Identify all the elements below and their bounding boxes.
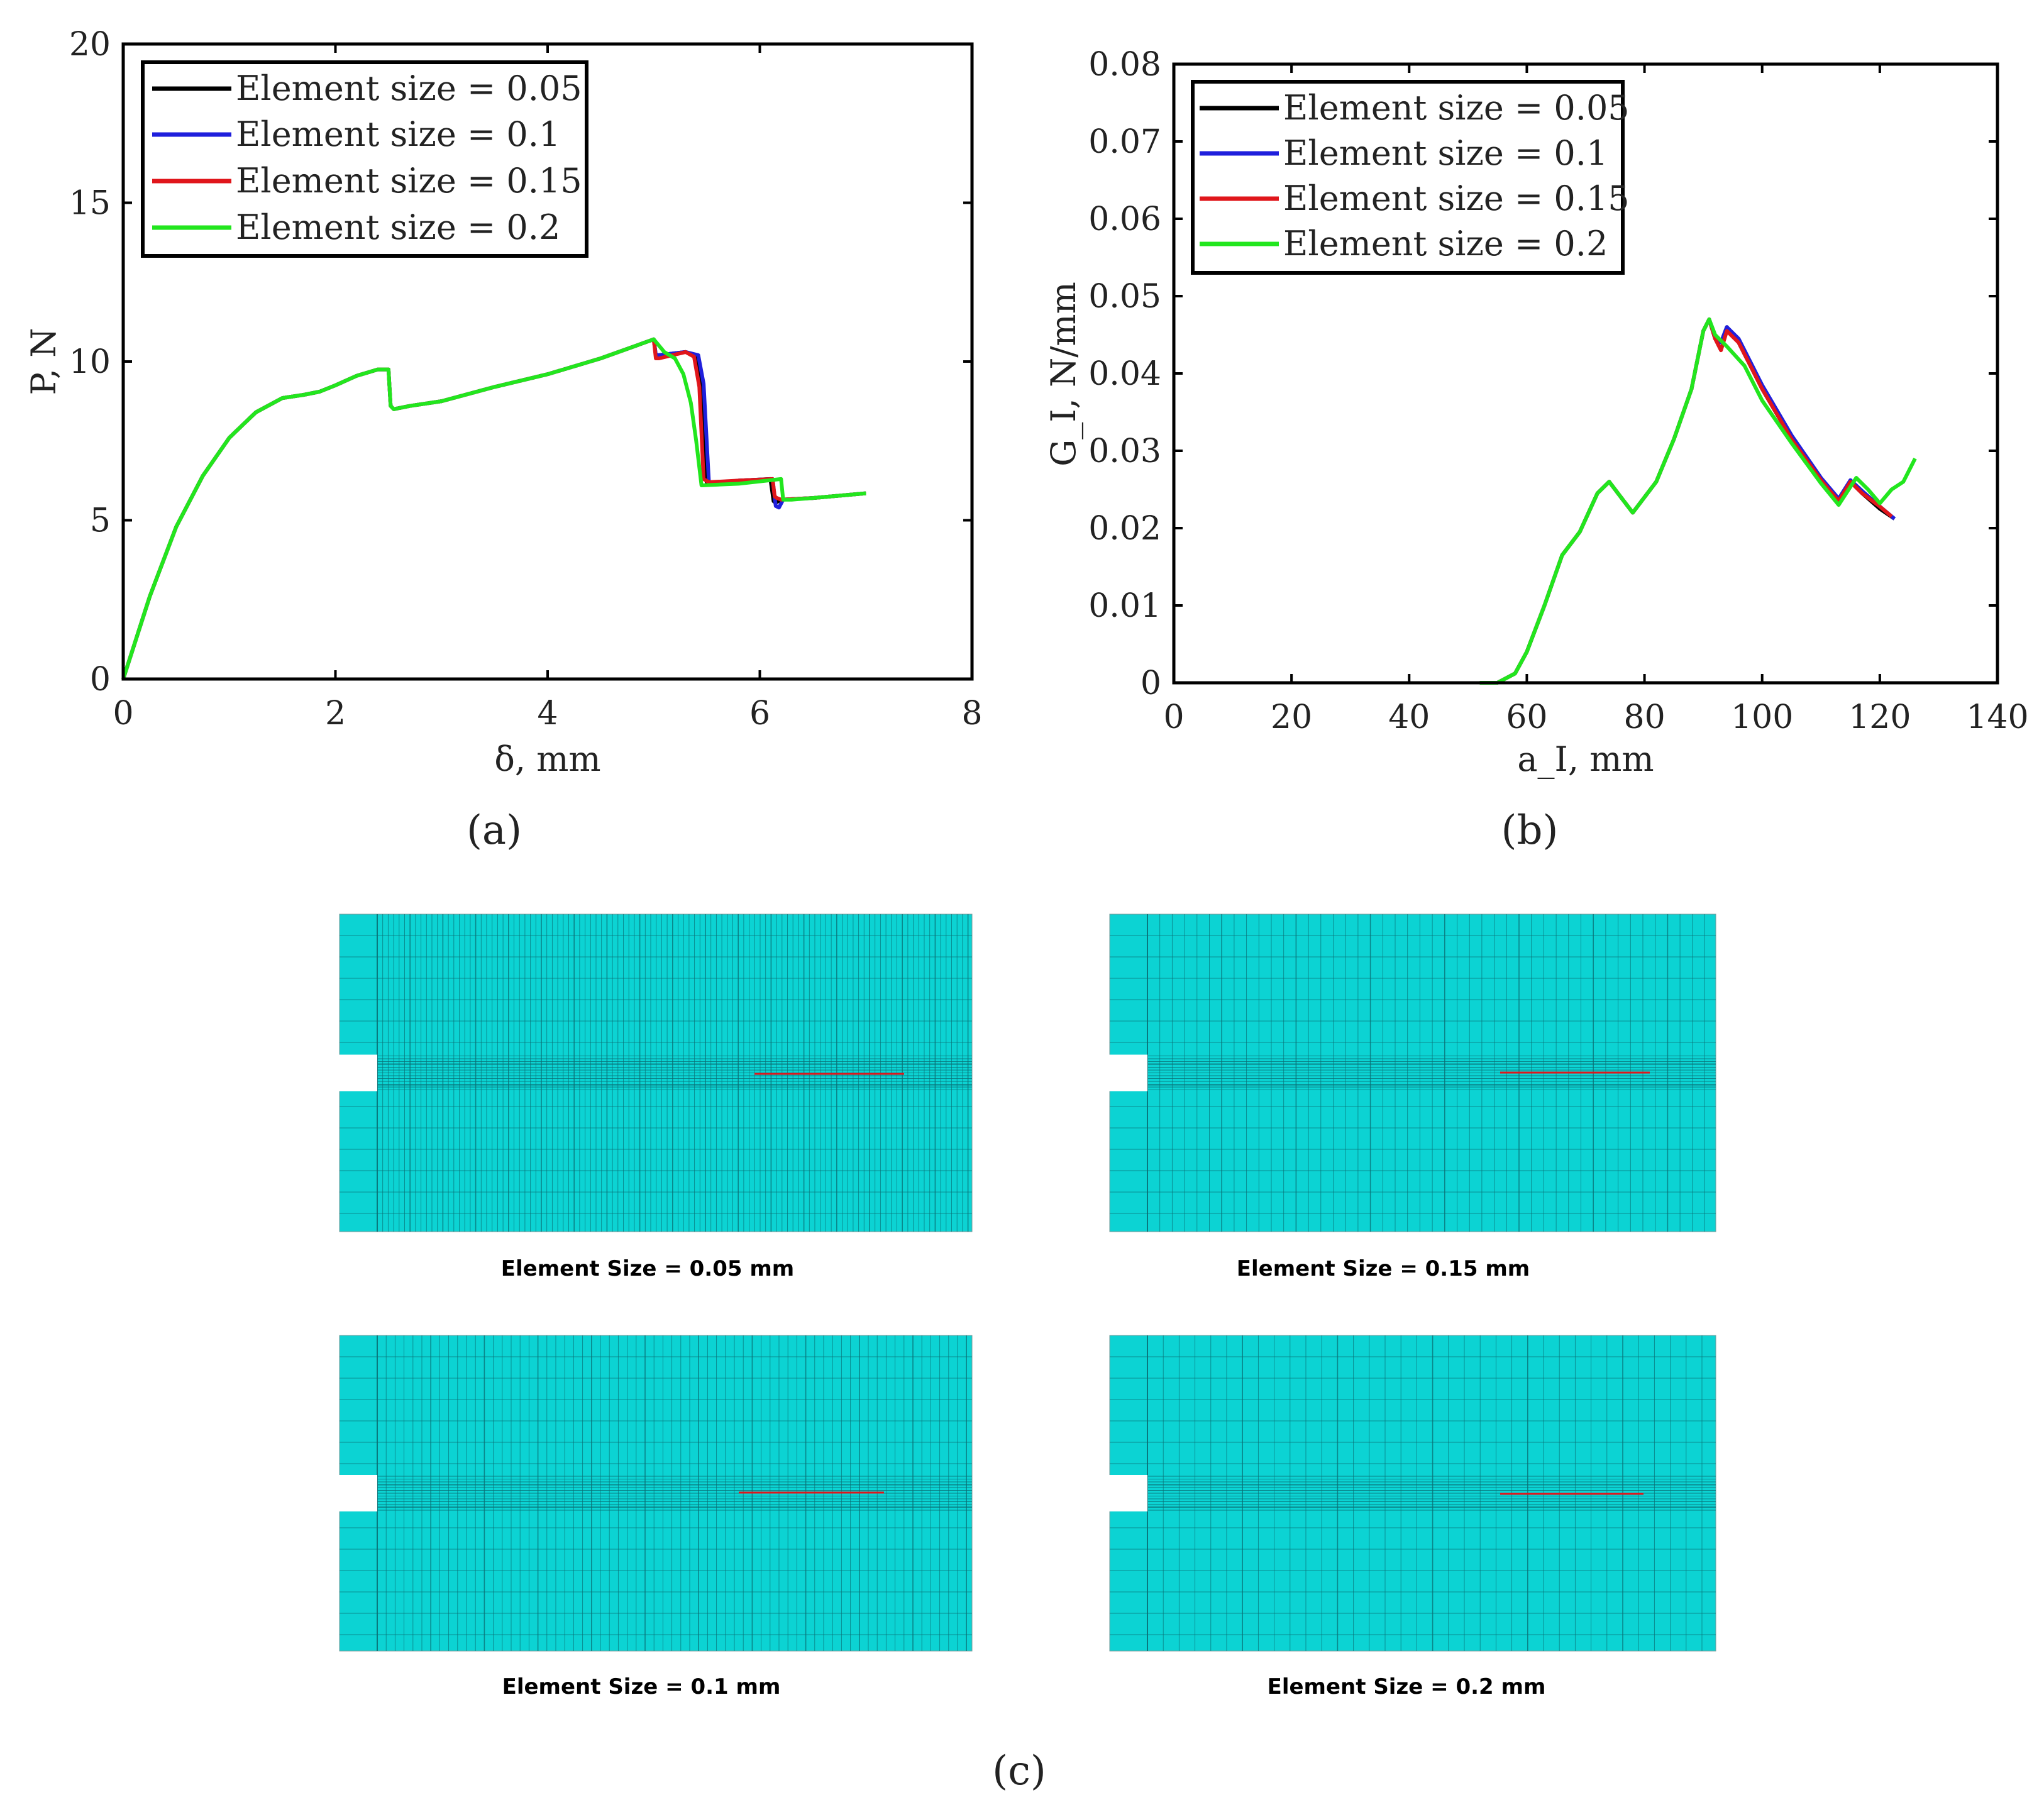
chart-b-legend-label-2: Element size = 0.15 [1283, 179, 1630, 218]
chart-a-y-tick-label-2: 10 [69, 343, 111, 381]
chart-a-legend: Element size = 0.05 Element size = 0.1 E… [141, 60, 588, 258]
chart-b-y-tick-label-1: 0.01 [1088, 587, 1161, 625]
chart-a-x-tick-label-0: 0 [113, 695, 133, 732]
chart-b-x-tick-label-5: 100 [1731, 699, 1793, 736]
chart-a-legend-label-0: Element size = 0.05 [236, 69, 582, 108]
mesh-notch-1 [1109, 1054, 1147, 1091]
chart-b: 0 20 40 60 80 100 120 140 0 0.01 0.02 0.03 0.04 0.05 0… [1044, 46, 2029, 854]
chart-a-legend-label-3: Element size = 0.2 [236, 207, 560, 247]
mesh-notch-2 [339, 1475, 377, 1511]
chart-a-y-tick-label-3: 15 [69, 185, 111, 223]
chart-b-legend-label-3: Element size = 0.2 [1283, 224, 1608, 263]
chart-b-x-tick-label-2: 40 [1388, 699, 1430, 736]
chart-a-y-axis-label: P, N [24, 328, 64, 395]
chart-a-y-tick-label-1: 5 [90, 502, 111, 540]
chart-b-y-tick-label-2: 0.02 [1088, 510, 1161, 548]
chart-b-y-tick-label-5: 0.05 [1088, 278, 1161, 316]
chart-b-legend-label-1: Element size = 0.1 [1283, 133, 1608, 173]
chart-b-legend-box [1191, 80, 1625, 275]
chart-b-x-tick-label-3: 60 [1506, 699, 1547, 736]
chart-a-x-tick-label-2: 4 [537, 695, 558, 732]
chart-b-series-line-3 [1479, 317, 1917, 685]
chart-a-legend-label-2: Element size = 0.15 [236, 161, 582, 201]
mesh-grid-0 [340, 914, 972, 1232]
chart-b-y-tick-label-3: 0.03 [1088, 433, 1161, 470]
chart-a-x-tick-label-3: 6 [749, 695, 770, 732]
chart-a-series-group [121, 337, 866, 680]
mesh-grid-3 [1110, 1335, 1716, 1651]
mesh-label-3: Element Size = 0.2 mm [1268, 1674, 1546, 1699]
chart-a-x-tick-label-4: 8 [961, 695, 982, 732]
mesh-panel-0-15 [1109, 914, 1716, 1232]
chart-a-legend-label-1: Element size = 0.1 [236, 114, 560, 154]
chart-b-x-tick-label-4: 80 [1623, 699, 1665, 736]
mesh-label-0: Element Size = 0.05 mm [501, 1256, 794, 1281]
chart-b-y-tick-label-6: 0.06 [1088, 201, 1161, 238]
mesh-notch-3 [1109, 1475, 1147, 1511]
chart-b-y-tick-label-0: 0 [1141, 665, 1161, 702]
chart-b-x-tick-label-7: 140 [1966, 699, 2028, 736]
mesh-notch-0 [339, 1054, 377, 1091]
chart-b-y-tick-label-8: 0.08 [1088, 46, 1161, 84]
chart-b-x-tick-label-1: 20 [1271, 699, 1312, 736]
chart-b-y-tick-label-7: 0.07 [1088, 123, 1161, 161]
chart-a-ticks-group: 0 2 4 6 8 0 5 10 15 20 [69, 26, 983, 732]
caption-b: (b) [1501, 807, 1559, 854]
chart-b-legend-label-0: Element size = 0.05 [1283, 88, 1630, 128]
caption-a: (a) [467, 807, 522, 854]
chart-b-x-axis-label: a_I, mm [1517, 739, 1654, 779]
mesh-grid-1 [1110, 914, 1716, 1232]
mesh-label-1: Element Size = 0.15 mm [1237, 1256, 1530, 1281]
chart-b-series-group [1479, 317, 1917, 685]
chart-a: 0 2 4 6 8 0 5 10 15 20 δ, mm P, N Element size = … [24, 26, 983, 854]
caption-c: (c) [992, 1748, 1046, 1794]
chart-b-x-tick-label-6: 120 [1848, 699, 1911, 736]
chart-a-x-axis-label: δ, mm [494, 739, 600, 779]
chart-b-y-axis-label: G_I, N/mm [1044, 282, 1083, 467]
mesh-panel-0-2 [1109, 1335, 1716, 1652]
chart-a-series-line-3 [121, 337, 866, 680]
mesh-panel-0-1 [339, 1335, 973, 1652]
chart-a-y-tick-label-4: 20 [69, 26, 111, 64]
chart-a-legend-box [141, 60, 588, 258]
mesh-label-2: Element Size = 0.1 mm [502, 1674, 781, 1699]
chart-b-legend: Element size = 0.05 Element size = 0.1 E… [1191, 80, 1630, 275]
chart-b-ticks-group: 0 20 40 60 80 100 120 140 0 0.01 0.02 0.03 0.04 0.05 0… [1088, 46, 2028, 736]
chart-a-y-tick-label-0: 0 [90, 661, 111, 699]
chart-b-x-tick-label-0: 0 [1163, 699, 1184, 736]
chart-b-y-tick-label-4: 0.04 [1088, 355, 1161, 393]
mesh-panel-0-05 [339, 914, 973, 1232]
chart-a-x-tick-label-1: 2 [325, 695, 346, 732]
